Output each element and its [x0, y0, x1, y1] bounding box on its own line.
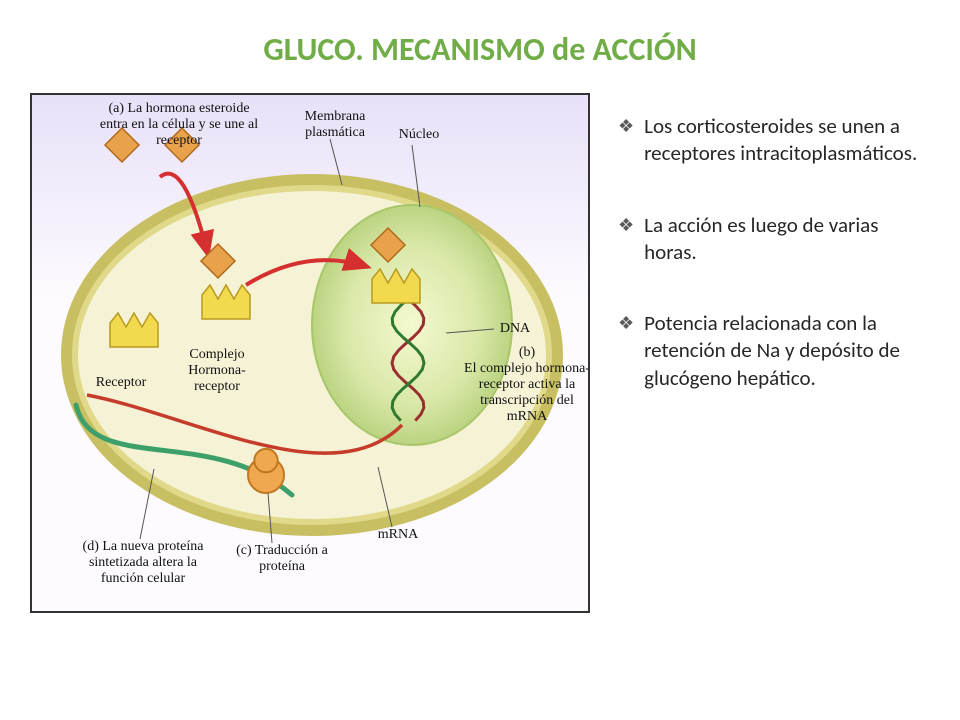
bullet-item: ❖ Potencia relacionada con la retención …: [618, 310, 930, 392]
bullet-list: ❖ Los corticosteroides se unen a recepto…: [618, 93, 930, 613]
diagram-label-b: (b) El complejo hormona-receptor activa …: [462, 345, 590, 425]
diamond-bullet-icon: ❖: [618, 115, 634, 168]
diamond-bullet-icon: ❖: [618, 312, 634, 392]
diagram-label-chr: Complejo Hormona-receptor: [172, 347, 262, 395]
diagram-label-d: (d) La nueva proteína sintetizada altera…: [68, 539, 218, 587]
diagram-label-rec: Receptor: [86, 375, 156, 391]
bullet-item: ❖ Los corticosteroides se unen a recepto…: [618, 113, 930, 168]
bullet-text: Los corticosteroides se unen a receptore…: [644, 113, 930, 168]
slide-title: GLUCO. MECANISMO de ACCIÓN: [30, 30, 930, 69]
diagram-label-dna: DNA: [490, 321, 540, 337]
content-row: (a) La hormona esteroide entra en la cél…: [30, 93, 930, 613]
diagram-label-c: (c) Traducción a proteína: [232, 543, 332, 575]
diagram-label-mrna: mRNA: [368, 527, 428, 543]
bullet-item: ❖ La acción es luego de varias horas.: [618, 212, 930, 267]
mechanism-diagram: (a) La hormona esteroide entra en la cél…: [30, 93, 590, 613]
bullet-text: Potencia relacionada con la retención de…: [644, 310, 930, 392]
bullet-text: La acción es luego de varias horas.: [644, 212, 930, 267]
diamond-bullet-icon: ❖: [618, 214, 634, 267]
diagram-label-memb: Membrana plasmática: [290, 109, 380, 141]
diagram-label-a: (a) La hormona esteroide entra en la cél…: [94, 101, 264, 149]
diagram-label-nuc: Núcleo: [384, 127, 454, 143]
